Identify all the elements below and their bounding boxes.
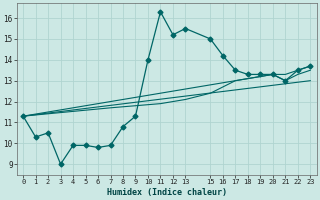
X-axis label: Humidex (Indice chaleur): Humidex (Indice chaleur) [107,188,227,197]
